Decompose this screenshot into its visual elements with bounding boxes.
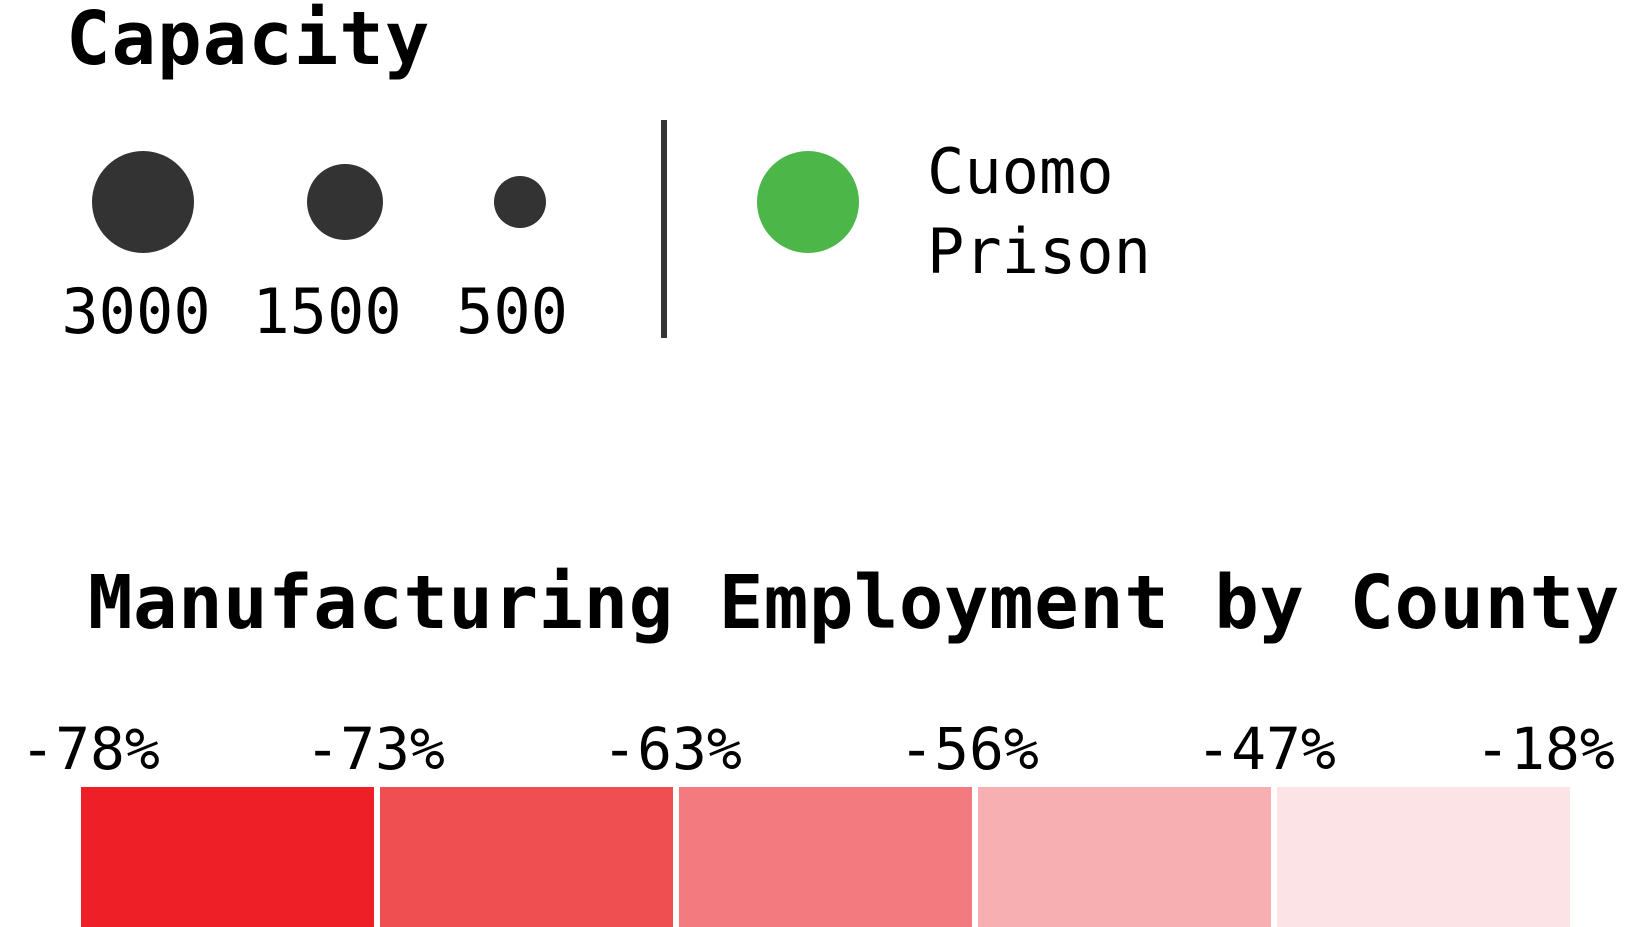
legend-divider	[661, 120, 667, 338]
cuomo-prison-dot	[757, 151, 859, 253]
color-bin-3	[679, 787, 972, 927]
cuomo-prison-label: Cuomo Prison	[927, 132, 1151, 292]
capacity-circle-3000	[92, 151, 194, 253]
capacity-circle-1500	[307, 164, 383, 240]
capacity-label-500: 500	[456, 275, 568, 348]
color-bin-5	[1277, 787, 1570, 927]
color-bin-1	[81, 787, 374, 927]
capacity-legend-title: Capacity	[66, 0, 431, 82]
tick-label-1: -78%	[20, 715, 160, 783]
tick-label-5: -47%	[1196, 715, 1336, 783]
color-bin-4	[978, 787, 1271, 927]
tick-label-2: -73%	[305, 715, 445, 783]
cuomo-label-line2: Prison	[927, 215, 1151, 288]
tick-label-3: -63%	[602, 715, 742, 783]
color-bin-2	[380, 787, 673, 927]
capacity-circle-500	[494, 176, 546, 228]
tick-label-4: -56%	[899, 715, 1039, 783]
capacity-label-3000: 3000	[61, 275, 211, 348]
cuomo-label-line1: Cuomo	[927, 135, 1114, 208]
tick-label-6: -18%	[1475, 715, 1615, 783]
capacity-label-1500: 1500	[252, 275, 402, 348]
manufacturing-legend-title: Manufacturing Employment by County	[88, 560, 1620, 646]
